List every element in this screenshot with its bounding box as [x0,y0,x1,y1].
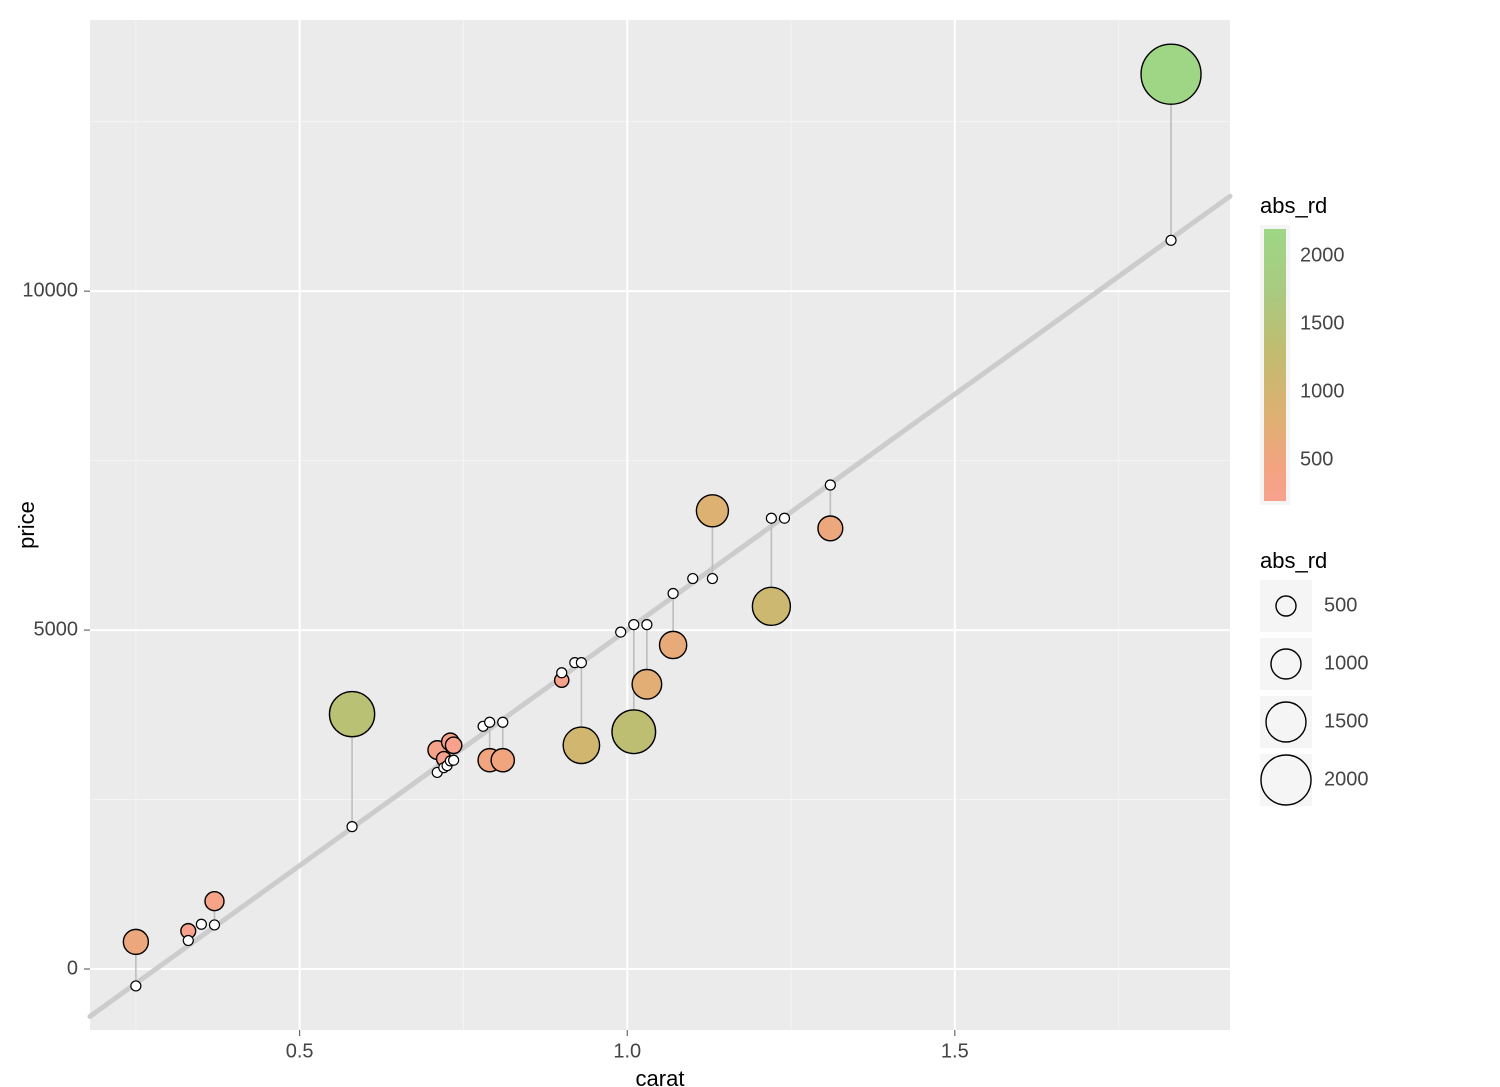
legend-size-label: 500 [1324,594,1357,616]
legend-size-bg [1260,580,1312,632]
fit-point [629,620,639,630]
legend-size-bg [1260,754,1312,806]
fit-point [576,658,586,668]
obs-point [752,587,790,625]
obs-point [818,516,843,541]
x-tick-label: 1.0 [613,1040,641,1062]
obs-point [329,692,374,737]
legend-size-bg [1260,696,1312,748]
x-tick-label: 0.5 [286,1040,314,1062]
legend-color-title: abs_rd [1260,193,1327,218]
fit-point [1166,235,1176,245]
plot-panel [90,20,1230,1030]
legend-size-label: 1000 [1324,652,1369,674]
fit-point [779,513,789,523]
obs-point [660,631,687,658]
obs-point [1141,44,1201,104]
chart-container: 0.5 1.0 1.5 0 5000 10000 carat price abs_rd 500 10… [0,0,1500,1087]
legend-size-label: 1500 [1324,710,1369,732]
y-tick-label: 5000 [34,618,79,640]
fit-point [196,919,206,929]
legend-size-label: 2000 [1324,768,1369,790]
obs-point [491,749,514,772]
obs-point [612,710,656,754]
fit-point [209,920,219,930]
y-tick-label: 0 [67,957,78,979]
obs-point [632,669,662,699]
fit-point [498,717,508,727]
legend-color-bar [1264,229,1286,501]
x-tick-label: 1.5 [941,1040,969,1062]
fit-point [825,480,835,490]
fit-point [688,574,698,584]
fit-point [485,717,495,727]
obs-point [696,495,728,527]
legend-size-title: abs_rd [1260,548,1327,573]
obs-point [123,929,148,954]
obs-point [563,727,599,763]
fit-point [183,936,193,946]
obs-point [205,892,224,911]
x-axis-title: carat [636,1066,685,1087]
legend-size-bg [1260,638,1312,690]
legend-color-tick: 1500 [1300,312,1345,334]
fit-point [642,620,652,630]
fit-point [616,627,626,637]
fit-point [347,822,357,832]
fit-point [131,981,141,991]
y-axis-title: price [14,501,39,549]
obs-point [445,737,461,753]
fit-point [557,668,567,678]
chart-svg: 0.5 1.0 1.5 0 5000 10000 carat price abs_rd 500 10… [0,0,1500,1087]
fit-point [766,513,776,523]
fit-point [707,574,717,584]
legend-color-tick: 1000 [1300,380,1345,402]
legend-color-tick: 2000 [1300,244,1345,266]
fit-point [449,755,459,765]
fit-point [668,588,678,598]
y-tick-label: 10000 [22,279,78,301]
legend-color-tick: 500 [1300,448,1333,470]
